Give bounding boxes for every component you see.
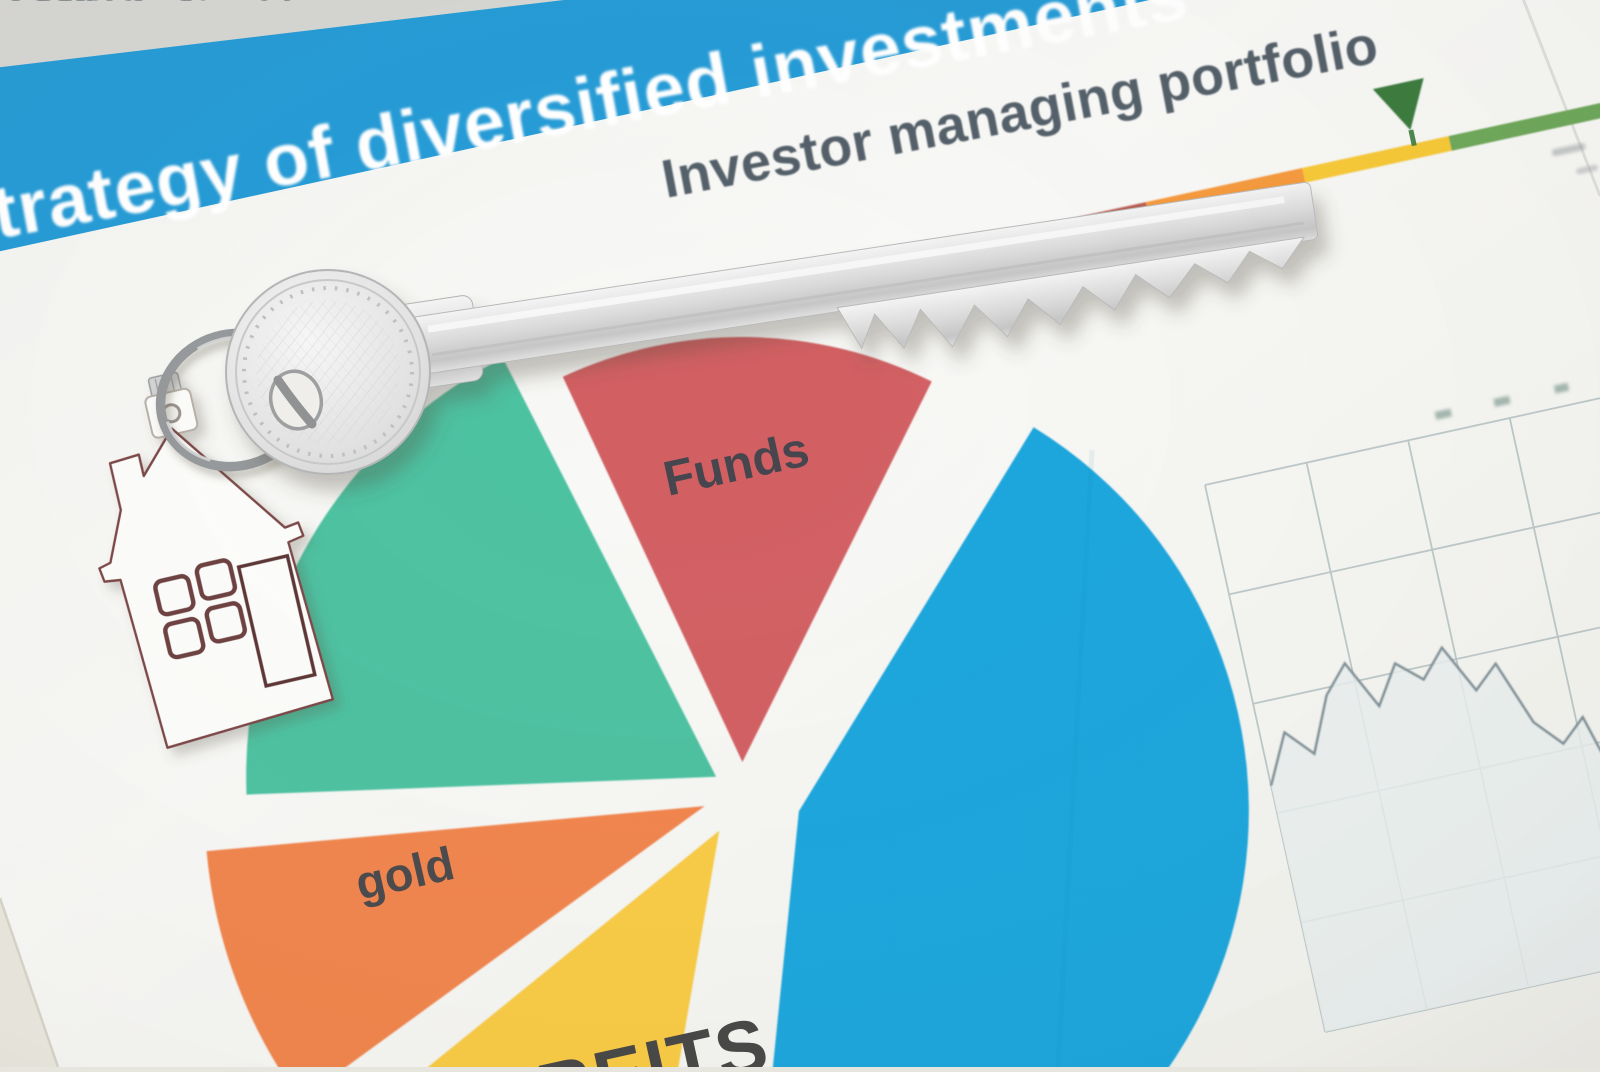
vignette-overlay: [0, 0, 1600, 1067]
photo-canvas: Strategy of diversified investments Inve…: [0, 0, 1600, 1072]
photo-scene: Strategy of diversified investments Inve…: [0, 0, 1600, 1072]
